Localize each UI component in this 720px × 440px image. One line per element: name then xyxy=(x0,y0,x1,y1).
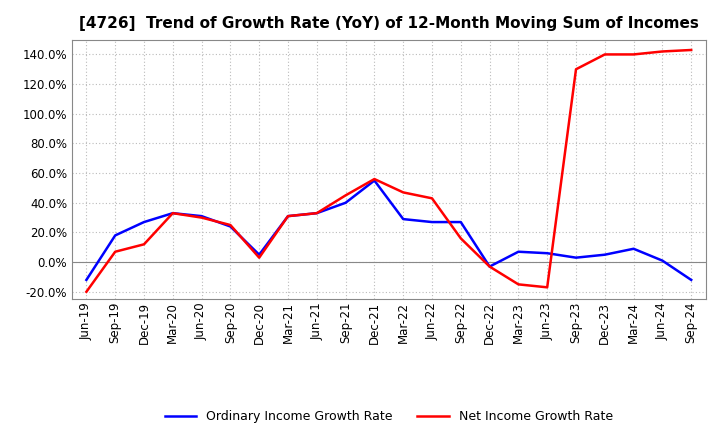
Net Income Growth Rate xyxy=(226,222,235,227)
Net Income Growth Rate xyxy=(600,52,609,57)
Ordinary Income Growth Rate xyxy=(629,246,638,251)
Line: Net Income Growth Rate: Net Income Growth Rate xyxy=(86,50,691,292)
Ordinary Income Growth Rate xyxy=(312,210,321,216)
Net Income Growth Rate xyxy=(456,236,465,241)
Legend: Ordinary Income Growth Rate, Net Income Growth Rate: Ordinary Income Growth Rate, Net Income … xyxy=(160,405,618,428)
Ordinary Income Growth Rate xyxy=(284,213,292,219)
Ordinary Income Growth Rate xyxy=(197,213,206,219)
Ordinary Income Growth Rate xyxy=(226,224,235,229)
Ordinary Income Growth Rate xyxy=(543,250,552,256)
Net Income Growth Rate xyxy=(428,196,436,201)
Ordinary Income Growth Rate xyxy=(140,220,148,225)
Line: Ordinary Income Growth Rate: Ordinary Income Growth Rate xyxy=(86,180,691,280)
Net Income Growth Rate xyxy=(197,215,206,220)
Net Income Growth Rate xyxy=(312,210,321,216)
Net Income Growth Rate xyxy=(341,193,350,198)
Net Income Growth Rate xyxy=(82,289,91,294)
Net Income Growth Rate xyxy=(111,249,120,254)
Ordinary Income Growth Rate xyxy=(600,252,609,257)
Net Income Growth Rate xyxy=(514,282,523,287)
Ordinary Income Growth Rate xyxy=(572,255,580,260)
Ordinary Income Growth Rate xyxy=(341,200,350,205)
Net Income Growth Rate xyxy=(255,255,264,260)
Net Income Growth Rate xyxy=(485,264,494,269)
Ordinary Income Growth Rate xyxy=(370,178,379,183)
Ordinary Income Growth Rate xyxy=(428,220,436,225)
Ordinary Income Growth Rate xyxy=(399,216,408,222)
Net Income Growth Rate xyxy=(399,190,408,195)
Ordinary Income Growth Rate xyxy=(82,277,91,282)
Net Income Growth Rate xyxy=(629,52,638,57)
Net Income Growth Rate xyxy=(572,66,580,72)
Net Income Growth Rate xyxy=(168,210,177,216)
Ordinary Income Growth Rate xyxy=(456,220,465,225)
Ordinary Income Growth Rate xyxy=(514,249,523,254)
Ordinary Income Growth Rate xyxy=(485,264,494,269)
Title: [4726]  Trend of Growth Rate (YoY) of 12-Month Moving Sum of Incomes: [4726] Trend of Growth Rate (YoY) of 12-… xyxy=(79,16,698,32)
Net Income Growth Rate xyxy=(140,242,148,247)
Net Income Growth Rate xyxy=(284,213,292,219)
Ordinary Income Growth Rate xyxy=(168,210,177,216)
Ordinary Income Growth Rate xyxy=(658,258,667,263)
Net Income Growth Rate xyxy=(687,48,696,53)
Net Income Growth Rate xyxy=(370,176,379,182)
Net Income Growth Rate xyxy=(543,285,552,290)
Ordinary Income Growth Rate xyxy=(687,277,696,282)
Net Income Growth Rate xyxy=(658,49,667,54)
Ordinary Income Growth Rate xyxy=(111,233,120,238)
Ordinary Income Growth Rate xyxy=(255,252,264,257)
